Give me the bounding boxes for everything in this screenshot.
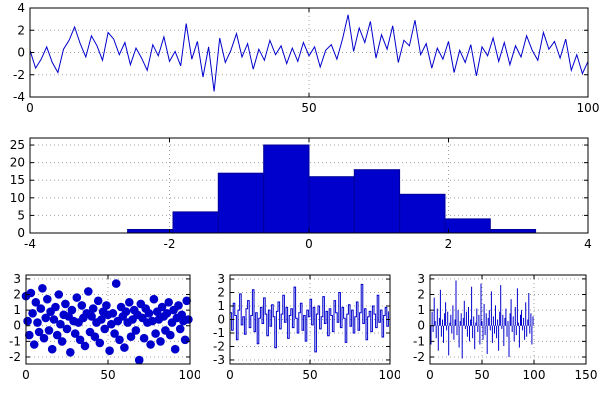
x-tick-label: 100 <box>379 368 400 382</box>
y-tick-label: -4 <box>13 90 25 104</box>
y-tick-label: 0 <box>17 46 25 60</box>
y-tick-label: 1 <box>417 303 425 317</box>
x-tick-label: 150 <box>575 368 598 382</box>
y-tick-label: -2 <box>9 350 21 364</box>
y-tick-label: 5 <box>17 208 25 222</box>
x-tick-label: 2 <box>445 237 453 251</box>
y-tick-label: 25 <box>10 138 25 152</box>
histogram-plot: -4 -2 0 2 4 0 5 10 15 20 25 <box>0 116 600 252</box>
x-tick-label: 50 <box>301 101 316 115</box>
y-tick-label: 2 <box>217 286 225 300</box>
x-tick-label: 0 <box>22 368 30 382</box>
row-small-plots: 0 50 100 -2 -1 0 1 2 3 0 50 100 -3 -2 -1 0 1 2 3 0 50 100 15… <box>0 252 600 400</box>
y-tick-label: 0 <box>417 319 425 333</box>
y-tick-label: 15 <box>10 173 25 187</box>
x-tick-label: 100 <box>523 368 546 382</box>
y-tick-label: -3 <box>213 353 225 367</box>
x-tick-label: 100 <box>179 368 200 382</box>
x-tick-label: 0 <box>26 101 34 115</box>
y-tick-label: 3 <box>417 272 425 286</box>
line-plot: 0 50 100 -4 -2 0 2 4 <box>0 0 600 116</box>
x-tick-label: 50 <box>302 368 317 382</box>
y-tick-label: 20 <box>10 156 25 170</box>
x-tick-label: 0 <box>305 237 313 251</box>
y-tick-label: 0 <box>217 313 225 327</box>
y-tick-label: 2 <box>17 23 25 37</box>
y-tick-label: 3 <box>13 272 21 286</box>
y-tick-label: -2 <box>13 68 25 82</box>
row-histogram: -4 -2 0 2 4 0 5 10 15 20 25 <box>0 116 600 252</box>
y-tick-label: -1 <box>413 334 425 348</box>
x-tick-label: 50 <box>100 368 115 382</box>
y-tick-label: 3 <box>217 272 225 286</box>
x-tick-label: 4 <box>584 237 592 251</box>
y-tick-label: 2 <box>13 288 21 302</box>
y-tick-label: -1 <box>9 334 21 348</box>
x-tick-label: -4 <box>24 237 36 251</box>
y-tick-label: 1 <box>13 303 21 317</box>
y-tick-label: 0 <box>17 226 25 240</box>
x-tick-label: 100 <box>577 101 600 115</box>
y-tick-label: 1 <box>217 299 225 313</box>
x-tick-label: 50 <box>474 368 489 382</box>
y-tick-label: 2 <box>417 288 425 302</box>
x-tick-label: 0 <box>426 368 434 382</box>
y-tick-label: 0 <box>13 319 21 333</box>
y-tick-label: -1 <box>213 326 225 340</box>
y-tick-label: 10 <box>10 191 25 205</box>
y-tick-label: 4 <box>17 1 25 15</box>
y-tick-label: -2 <box>413 350 425 364</box>
x-tick-label: -2 <box>164 237 176 251</box>
x-tick-label: 0 <box>226 368 234 382</box>
y-tick-label: -2 <box>213 340 225 354</box>
row-line-plot: 0 50 100 -4 -2 0 2 4 <box>0 0 600 116</box>
